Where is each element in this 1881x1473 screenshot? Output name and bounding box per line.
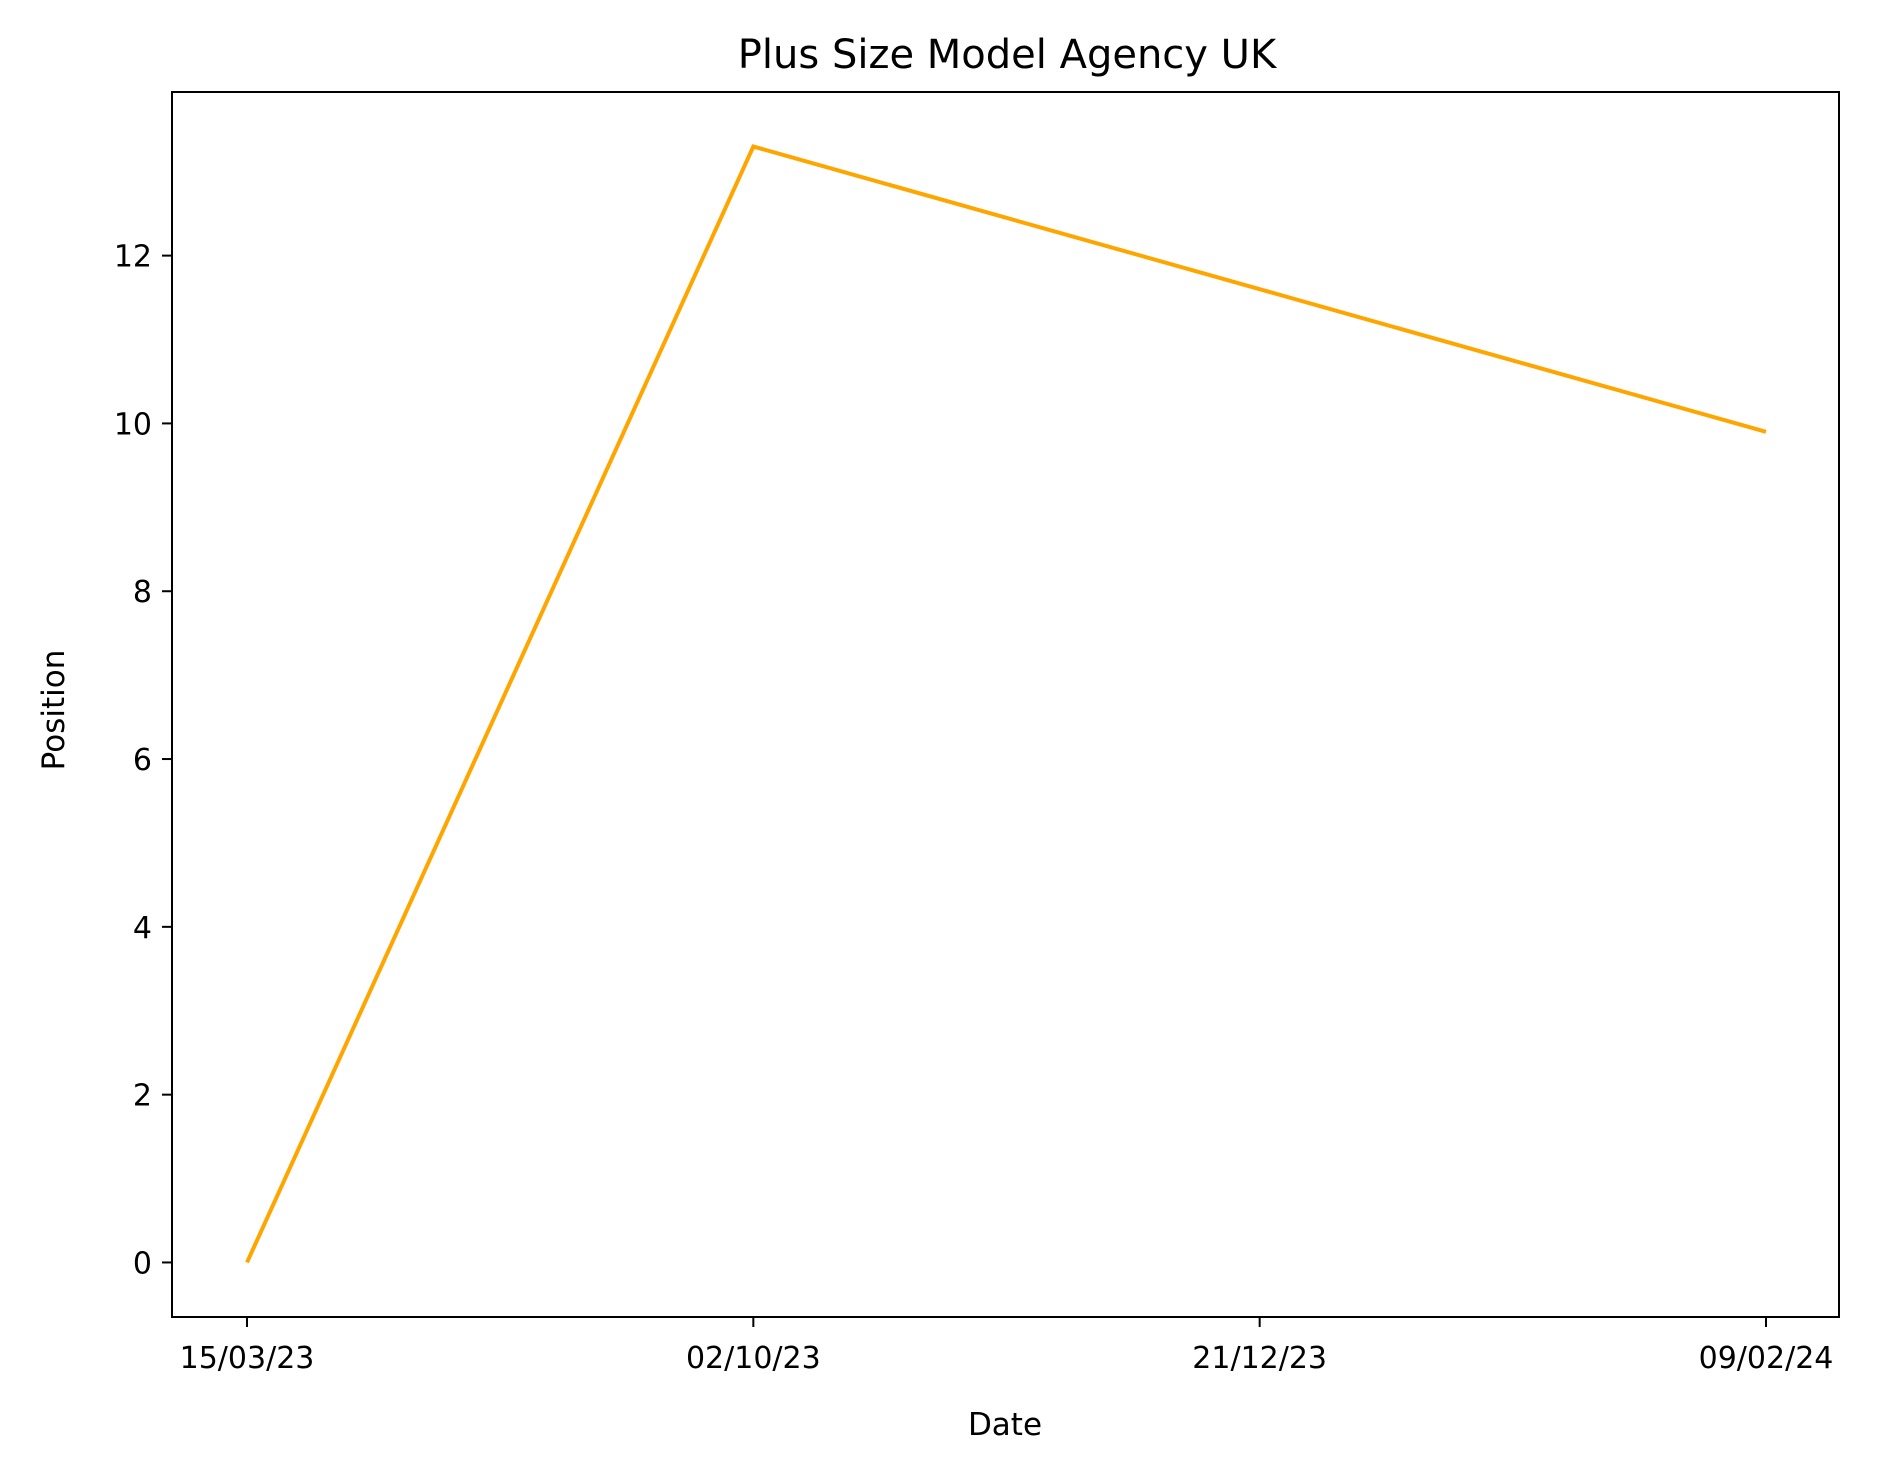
- y-tick-label: 8: [133, 575, 152, 610]
- series-layer: [245, 144, 1767, 1264]
- x-axis: 15/03/23 02/10/23 21/12/23 09/02/24: [180, 1317, 1834, 1376]
- plot-area: [171, 91, 1840, 1318]
- y-axis-title: Position: [36, 650, 72, 771]
- y-tick-label: 2: [133, 1079, 152, 1114]
- x-tick-label: 21/12/23: [1192, 1341, 1327, 1376]
- y-tick-label: 10: [114, 407, 152, 442]
- y-tick-label: 4: [133, 911, 152, 946]
- y-tick-label: 12: [114, 240, 152, 275]
- y-tick-label: 0: [133, 1246, 152, 1281]
- x-tick-label: 15/03/23: [180, 1341, 315, 1376]
- x-axis-title: Date: [968, 1407, 1042, 1443]
- x-tick-label: 09/02/24: [1699, 1341, 1834, 1376]
- x-tick-label: 02/10/23: [686, 1341, 821, 1376]
- chart-title: Plus Size Model Agency UK: [738, 32, 1278, 78]
- y-axis: 0 2 4 6 8 10 12: [114, 240, 172, 1281]
- series-line: [245, 144, 1767, 1264]
- y-tick-label: 6: [133, 743, 152, 778]
